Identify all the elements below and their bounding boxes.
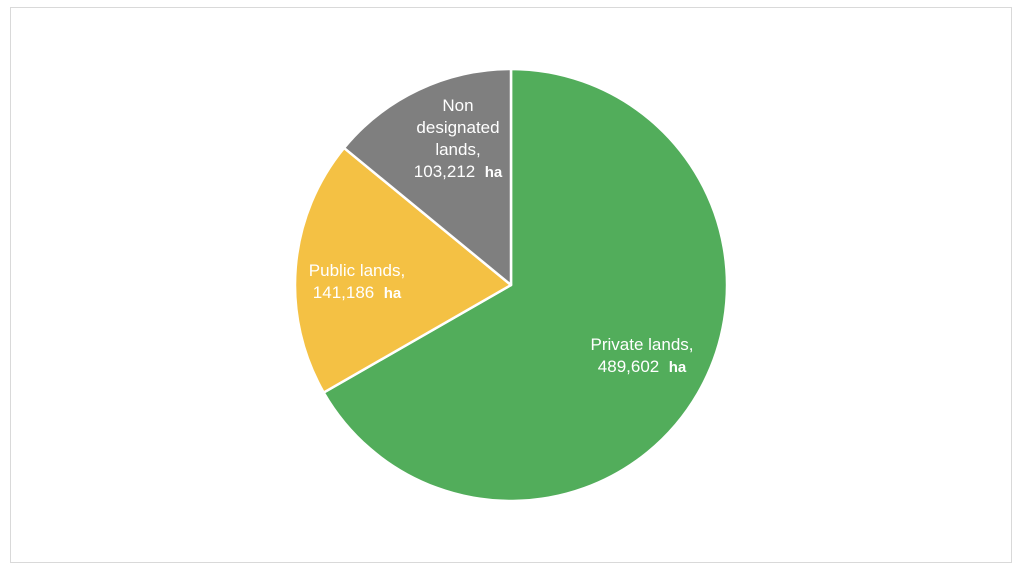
pie-slice-public-lands bbox=[293, 146, 513, 394]
pie-label-private-lands: Private lands, 489,602 ha bbox=[591, 335, 694, 376]
pie-slice-private-lands bbox=[322, 67, 729, 503]
pie-label-line: designated bbox=[416, 118, 499, 137]
pie-label-line: Public lands, bbox=[309, 261, 405, 280]
pie-label-public-lands: Public lands, 141,186 ha bbox=[309, 261, 405, 302]
pie-labels: Private lands, 489,602 ha Public lands, 141… bbox=[309, 96, 694, 376]
pie-label-line: Non bbox=[442, 96, 473, 115]
pie-label-value: 141,186 bbox=[313, 283, 384, 302]
pie-label-value: 489,602 bbox=[598, 357, 669, 376]
pie-label-line: lands, bbox=[435, 140, 480, 159]
pie-label-unit: ha bbox=[384, 285, 402, 302]
pie-slices bbox=[293, 67, 729, 503]
pie-label-value: 103,212 bbox=[414, 162, 485, 181]
pie-label-unit: ha bbox=[485, 164, 503, 181]
pie-label-line: Private lands, bbox=[591, 335, 694, 354]
pie-label-unit: ha bbox=[669, 359, 687, 376]
pie-label-non-designated-lands: Non designated lands, 103,212 ha bbox=[414, 96, 503, 181]
pie-slice-non-designated-lands bbox=[342, 67, 513, 287]
